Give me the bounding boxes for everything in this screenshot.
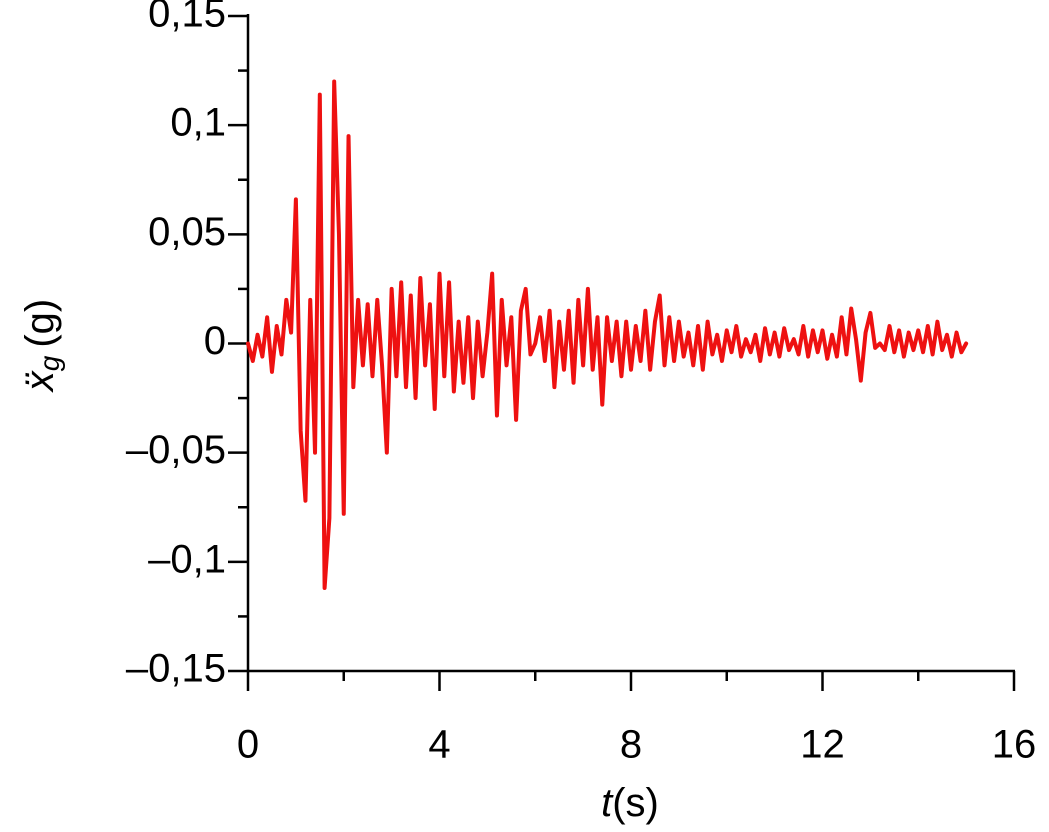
y-label-unit: (g) <box>18 299 62 348</box>
y-tick-label: 0 <box>204 319 226 363</box>
y-label-subscript: g <box>34 355 65 371</box>
x-tick-label: 0 <box>237 723 259 767</box>
x-tick-label: 8 <box>620 723 642 767</box>
x-label-unit: (s) <box>612 781 659 825</box>
y-tick-label: 0,1 <box>170 101 226 145</box>
x-tick-label: 16 <box>992 723 1037 767</box>
x-tick-label: 12 <box>800 723 845 767</box>
x-tick-label: 4 <box>428 723 450 767</box>
y-tick-label: –0,15 <box>126 647 226 691</box>
x-label-symbol: t <box>601 781 614 825</box>
y-tick-label: 0,05 <box>148 210 226 254</box>
y-tick-label: –0,1 <box>148 537 226 581</box>
y-tick-label: –0,05 <box>126 428 226 472</box>
y-label-symbol: ẍ <box>18 369 62 393</box>
x-axis-label: t(s) <box>601 781 659 825</box>
y-axis-label: ẍg (g) <box>18 299 66 393</box>
y-tick-label: 0,15 <box>148 0 226 36</box>
data-line <box>246 79 969 591</box>
